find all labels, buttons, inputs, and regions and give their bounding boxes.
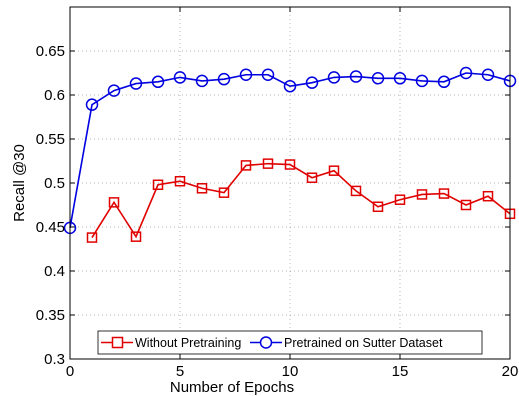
series-1-point-19 bbox=[481, 68, 495, 82]
y-tick-label-2: 0.4 bbox=[44, 263, 65, 280]
series-0-point-5 bbox=[196, 183, 208, 194]
series-0-point-15 bbox=[416, 189, 428, 200]
legend-marker-pretrained bbox=[259, 336, 273, 349]
legend-label-pretrained: Pretrained on Sutter Dataset bbox=[284, 336, 443, 350]
series-1-point-13 bbox=[349, 70, 363, 83]
y-tick-label-6: 0.6 bbox=[44, 87, 65, 104]
series-1-point-14 bbox=[371, 72, 385, 85]
series-1-point-5 bbox=[173, 71, 187, 84]
series-1-point-1 bbox=[85, 98, 99, 111]
series-layer bbox=[63, 66, 517, 243]
x-tick-label-2: 10 bbox=[282, 363, 299, 380]
series-1-point-15 bbox=[393, 72, 407, 85]
legend-marker-without-pretraining bbox=[111, 336, 124, 349]
y-tick-label-3: 0.45 bbox=[36, 219, 65, 236]
series-0-point-1 bbox=[108, 197, 120, 208]
series-0-point-9 bbox=[284, 159, 296, 170]
legend-label-without-pretraining: Without Pretraining bbox=[135, 336, 241, 350]
series-1-point-2 bbox=[107, 84, 121, 97]
tick-marks bbox=[69, 7, 511, 360]
series-0-point-3 bbox=[152, 179, 164, 191]
y-tick-label-4: 0.5 bbox=[44, 175, 65, 192]
series-0-point-4 bbox=[174, 175, 186, 187]
y-tick-label-1: 0.35 bbox=[36, 307, 65, 324]
legend: Without Pretraining Pretrained on Sutter… bbox=[97, 330, 483, 355]
series-0-point-18 bbox=[482, 190, 494, 202]
series-0-point-6 bbox=[218, 187, 230, 198]
series-0-point-16 bbox=[438, 188, 450, 199]
series-1-point-8 bbox=[239, 68, 253, 82]
x-axis-title: Number of Epochs bbox=[170, 379, 294, 396]
series-0-point-2 bbox=[130, 231, 142, 242]
series-1-point-11 bbox=[305, 76, 319, 89]
series-1-point-12 bbox=[327, 71, 341, 84]
y-axis-title: Recall @30 bbox=[11, 144, 28, 222]
series-1-point-3 bbox=[129, 77, 143, 90]
series-1-point-10 bbox=[283, 79, 297, 93]
series-1-point-17 bbox=[437, 75, 451, 89]
x-tick-label-0: 0 bbox=[66, 363, 74, 380]
series-0-point-10 bbox=[306, 172, 318, 183]
x-tick-label-1: 5 bbox=[176, 363, 184, 380]
series-0-point-8 bbox=[262, 158, 274, 169]
legend-box bbox=[97, 330, 483, 355]
y-tick-label-7: 0.65 bbox=[36, 43, 65, 60]
series-1-point-18 bbox=[459, 66, 473, 80]
series-1-point-16 bbox=[415, 74, 429, 88]
grid-lines bbox=[70, 7, 510, 359]
series-1-point-4 bbox=[151, 75, 165, 89]
series-0-point-7 bbox=[240, 160, 252, 171]
series-line-1 bbox=[69, 72, 511, 229]
series-0-point-11 bbox=[328, 165, 340, 176]
y-tick-label-0: 0.3 bbox=[44, 351, 65, 368]
x-tick-label-3: 15 bbox=[392, 363, 409, 380]
series-0-point-17 bbox=[460, 199, 472, 211]
series-0-point-0 bbox=[86, 232, 98, 243]
x-tick-label-4: 20 bbox=[502, 363, 519, 380]
series-1-point-6 bbox=[195, 74, 209, 88]
series-0-point-14 bbox=[394, 194, 406, 205]
y-tick-label-5: 0.55 bbox=[36, 131, 65, 148]
series-0-point-13 bbox=[372, 201, 384, 213]
series-0-point-12 bbox=[350, 185, 362, 197]
series-line-0 bbox=[91, 162, 511, 239]
series-1-point-9 bbox=[261, 68, 275, 82]
tick-labels: 0 5 10 15 20 0.3 0.35 0.4 0.45 0.5 0.55 0.6 0.65 bbox=[36, 43, 519, 380]
series-1-point-7 bbox=[217, 72, 231, 86]
